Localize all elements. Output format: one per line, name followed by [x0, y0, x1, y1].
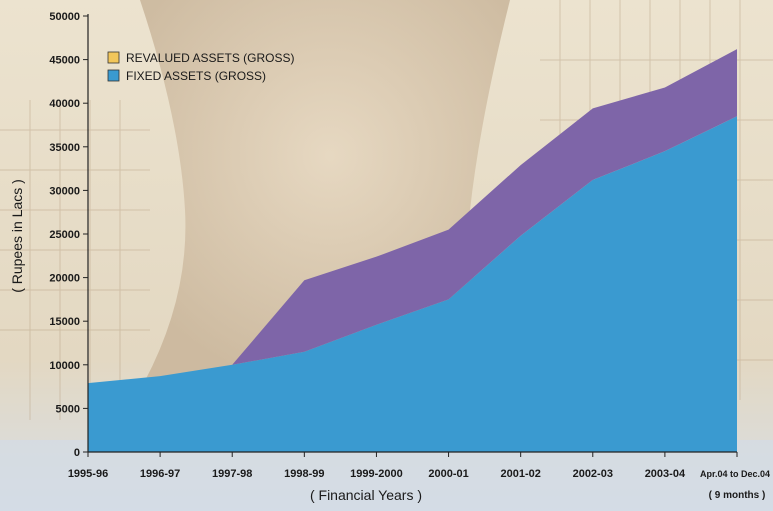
y-tick-label: 5000: [56, 403, 80, 415]
x-tick-label: 1995-96: [68, 468, 108, 480]
legend-swatch-fixed-assets: [107, 69, 120, 82]
x-tick-note-9-months: ( 9 months ): [709, 490, 766, 501]
y-tick-label: 0: [74, 447, 80, 459]
y-tick-label: 20000: [49, 273, 80, 285]
chart-areas: [88, 49, 737, 452]
y-tick-label: 25000: [49, 229, 80, 241]
y-tick-label: 10000: [49, 360, 80, 372]
x-tick-label: 2000-01: [428, 468, 468, 480]
legend-label-revalued-assets: REVALUED ASSETS (GROSS): [126, 51, 295, 65]
y-tick-label: 40000: [49, 98, 80, 110]
x-tick-label: Apr.04 to Dec.04: [700, 469, 770, 479]
y-tick-label: 30000: [49, 185, 80, 197]
x-axis-title: ( Financial Years ): [310, 487, 422, 503]
y-tick-label: 35000: [49, 142, 80, 154]
x-tick-label: 1996-97: [140, 468, 180, 480]
chart-legend: REVALUED ASSETS (GROSS) FIXED ASSETS (GR…: [107, 51, 295, 83]
x-tick-label: 1997-98: [212, 468, 252, 480]
legend-swatch-revalued-assets: [107, 51, 120, 64]
chart-axes: 0 5000 10000 15000 20000 25000 30000 35000 40000…: [49, 11, 770, 480]
x-tick-label: 1999-2000: [350, 468, 403, 480]
y-tick-label: 15000: [49, 316, 80, 328]
y-tick-label: 50000: [49, 11, 80, 23]
y-axis-title: ( Rupees in Lacs ): [9, 179, 25, 293]
x-tick-label: 2003-04: [645, 468, 686, 480]
area-series-revalued-assets: [88, 49, 737, 384]
x-tick-label: 2002-03: [573, 468, 613, 480]
x-tick-label: 1998-99: [284, 468, 324, 480]
area-series-fixed-assets: [88, 116, 737, 452]
y-tick-label: 45000: [49, 55, 80, 67]
legend-label-fixed-assets: FIXED ASSETS (GROSS): [126, 69, 266, 83]
x-tick-label: 2001-02: [500, 468, 540, 480]
